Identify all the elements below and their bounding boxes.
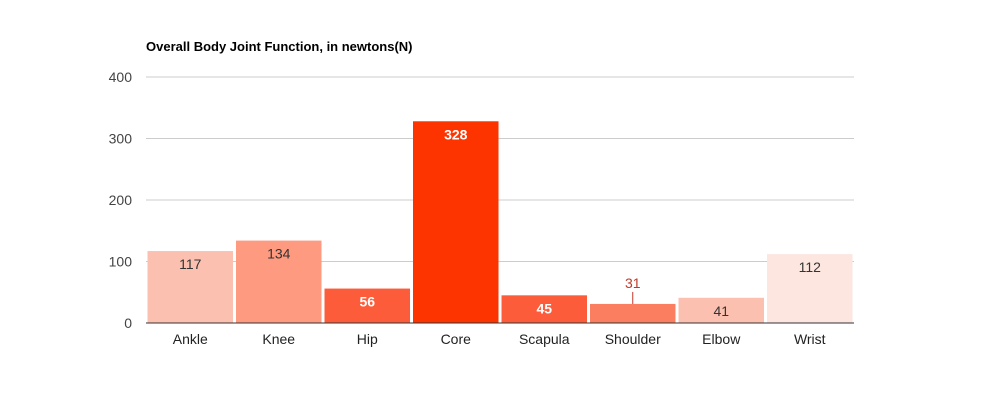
data-label: 112 [799,259,822,275]
bar [590,303,676,323]
x-tick-label: Hip [357,331,378,347]
bar [767,254,853,323]
x-tick-label: Scapula [519,331,570,347]
y-tick-label: 400 [109,69,133,85]
data-labels: 117 134 56 328 45 31 41 112 [179,126,821,319]
data-label: 117 [179,256,202,272]
x-tick-label: Ankle [173,331,208,347]
data-label: 328 [444,126,468,142]
x-tick-label: Wrist [794,331,826,347]
y-tick-label: 100 [109,254,133,270]
x-tick-label: Core [441,331,472,347]
y-tick-label: 300 [109,131,133,147]
chart-title: Overall Body Joint Function, in newtons(… [146,39,413,54]
x-tick-label: Elbow [702,331,741,347]
data-label: 134 [267,246,291,262]
y-axis-ticks: 0 100 200 300 400 [109,69,133,331]
bar [324,288,410,323]
bar [147,251,233,323]
x-tick-label: Shoulder [605,331,661,347]
y-tick-label: 200 [109,192,133,208]
y-tick-label: 0 [124,315,132,331]
data-label: 41 [713,303,729,319]
x-tick-label: Knee [262,331,295,347]
data-label: 56 [359,294,375,310]
bar [501,295,587,323]
x-axis-ticks: Ankle Knee Hip Core Scapula Shoulder Elbow Wris… [173,331,826,347]
bar [236,240,322,323]
bars [147,121,853,323]
gridlines [146,76,854,262]
data-label: 31 [625,275,641,291]
bar [678,297,764,323]
bar [413,121,499,323]
data-label: 45 [536,300,552,316]
